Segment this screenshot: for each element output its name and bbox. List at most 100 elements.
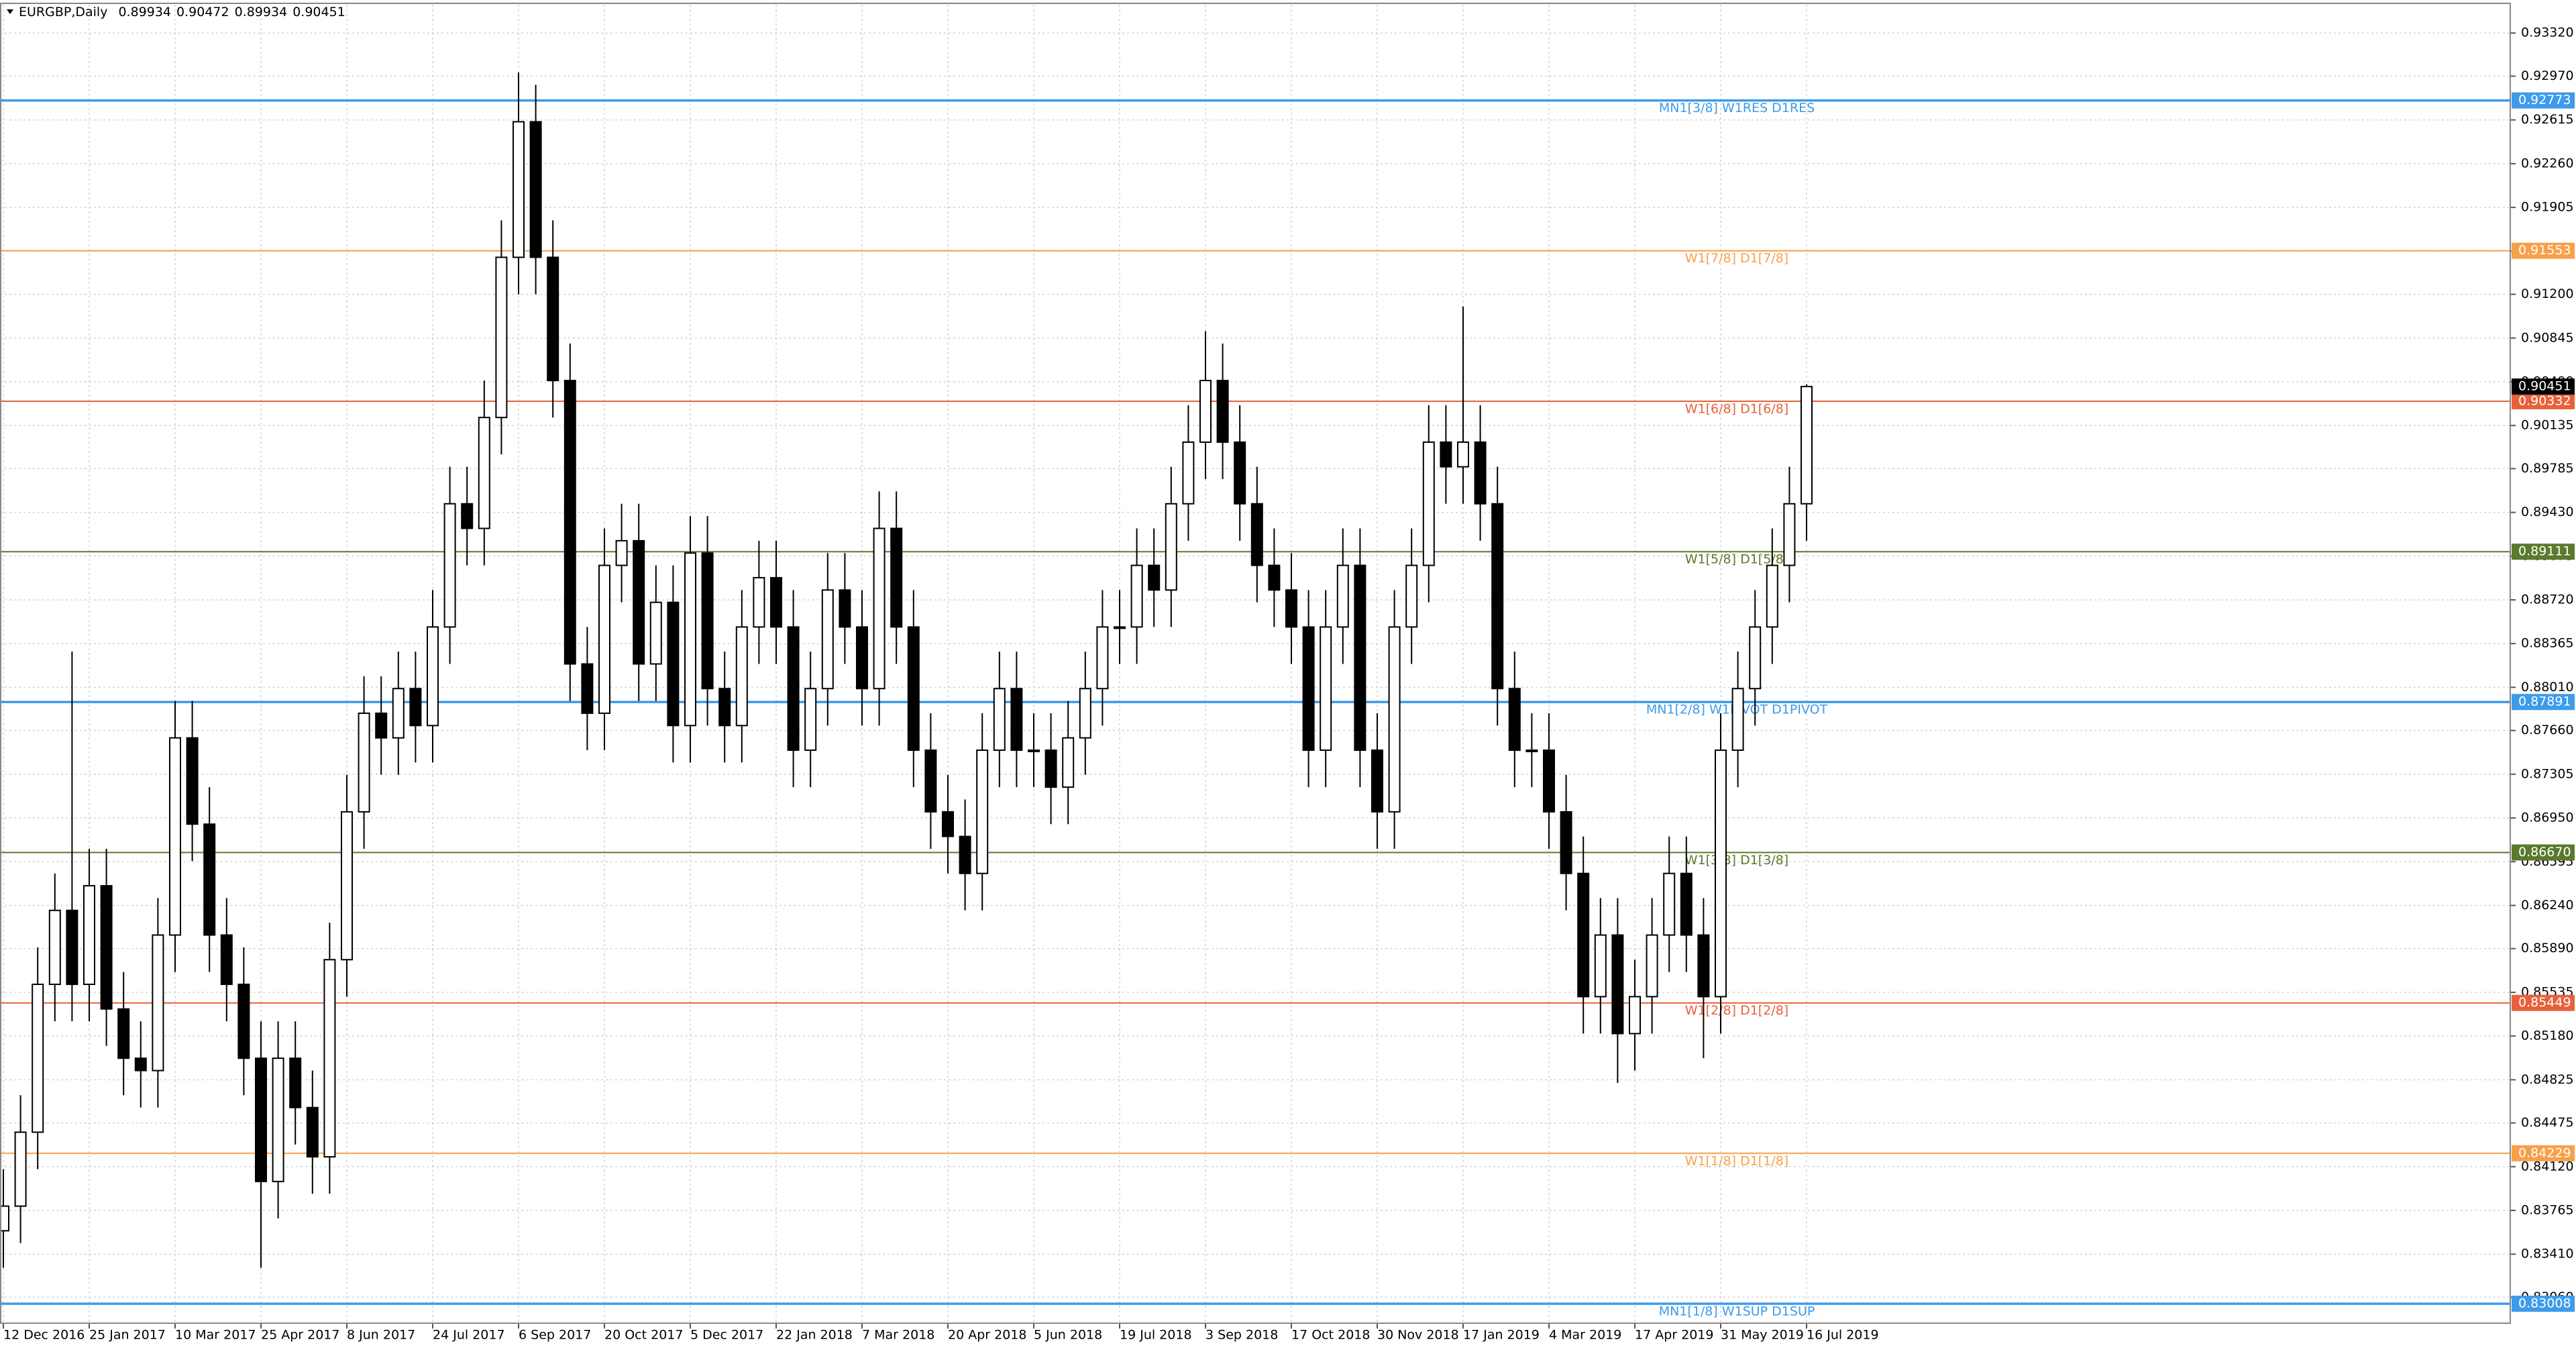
plot-frame	[0, 3, 2511, 1324]
x-tick-label: 31 May 2019	[1721, 1328, 1804, 1343]
candle-body	[392, 688, 405, 739]
candle-body	[753, 576, 765, 628]
candle-body	[633, 539, 645, 665]
candle-body	[890, 527, 903, 628]
candle-body	[1165, 503, 1177, 591]
candle-body	[461, 503, 474, 529]
candles	[0, 72, 1813, 1268]
candle-body	[718, 688, 731, 727]
candle-body	[1028, 749, 1040, 753]
candle-body	[272, 1057, 284, 1182]
candle-body	[529, 121, 542, 258]
candle-body	[1663, 872, 1676, 936]
candle-body	[976, 749, 989, 874]
candle-body	[598, 564, 610, 714]
y-tick-label: 0.89430	[2521, 505, 2574, 519]
candle-body	[1199, 380, 1212, 443]
candle-body	[649, 601, 662, 665]
x-tick-label: 17 Jan 2019	[1463, 1328, 1540, 1343]
candle-body	[1731, 688, 1744, 752]
level-price-label: 0.90332	[2518, 393, 2571, 408]
candle-body	[14, 1131, 27, 1207]
candle-body	[547, 256, 559, 382]
candle-body	[770, 576, 782, 628]
y-tick-label: 0.87660	[2521, 723, 2574, 737]
level-price-box	[2512, 694, 2575, 711]
level-price-label: 0.83008	[2518, 1296, 2571, 1310]
candle-body	[1543, 749, 1555, 813]
y-tick-label: 0.91200	[2521, 287, 2574, 301]
candle-body	[667, 601, 680, 727]
candle-body	[1130, 564, 1143, 628]
candle-body	[1697, 934, 1710, 998]
x-tick-label: 20 Apr 2018	[948, 1328, 1026, 1343]
candle-body	[924, 749, 937, 813]
candle-body	[856, 626, 868, 690]
candle-body	[117, 1008, 130, 1059]
y-tick-label: 0.84120	[2521, 1159, 2574, 1174]
menu-arrow[interactable]	[7, 9, 13, 14]
candle-body	[186, 737, 199, 825]
x-tick-label: 19 Jul 2018	[1120, 1328, 1192, 1343]
level-label: MN1[1/8] W1SUP D1SUP	[1659, 1304, 1815, 1318]
candle-body	[134, 1057, 147, 1072]
y-tick-label: 0.91905	[2521, 200, 2574, 215]
current-price-label: 0.90451	[2518, 379, 2571, 394]
candle-body	[1320, 626, 1332, 752]
y-tick-label: 0.87305	[2521, 766, 2574, 781]
y-tick-label: 0.83765	[2521, 1202, 2574, 1217]
level-price-label: 0.86670	[2518, 845, 2571, 860]
candle-body	[1801, 386, 1813, 505]
candle-body	[1749, 626, 1762, 690]
x-tick-label: 17 Apr 2019	[1635, 1328, 1713, 1343]
candle-body	[1336, 564, 1349, 628]
candle-body	[1062, 737, 1075, 788]
candle-body	[255, 1057, 267, 1182]
candle-body	[993, 688, 1006, 752]
candle-body	[478, 417, 490, 529]
level-price-box	[2512, 1145, 2575, 1161]
candle-body	[203, 823, 216, 936]
candle-body	[32, 983, 44, 1133]
level-price-box	[2512, 994, 2575, 1011]
current-price-box	[2512, 378, 2575, 395]
y-tick-label: 0.84825	[2521, 1072, 2574, 1087]
y-tick-label: 0.88720	[2521, 592, 2574, 607]
level-label: W1[7/8] D1[7/8]	[1685, 251, 1788, 266]
candle-body	[237, 983, 250, 1059]
level-price-box	[2512, 242, 2575, 259]
candle-body	[1422, 441, 1435, 566]
y-tick-label: 0.89785	[2521, 461, 2574, 476]
candle-body	[615, 539, 628, 566]
candle-body	[735, 626, 748, 727]
candle-body	[907, 626, 920, 752]
x-tick-label: 5 Jun 2018	[1034, 1328, 1102, 1343]
candle-body	[1594, 934, 1607, 998]
candle-body	[409, 688, 422, 727]
x-tick-label: 25 Jan 2017	[89, 1328, 166, 1343]
candle-body	[1371, 749, 1383, 813]
x-tick-label: 22 Jan 2018	[776, 1328, 853, 1343]
candle-body	[169, 737, 181, 936]
candle-body	[375, 712, 388, 739]
x-tick-label: 24 Jul 2017	[433, 1328, 505, 1343]
candle-body	[1457, 441, 1469, 468]
x-tick-label: 25 Apr 2017	[261, 1328, 339, 1343]
header-value: 0.90472	[176, 5, 229, 19]
candle-body	[427, 626, 439, 727]
candle-body	[220, 934, 233, 985]
level-price-label: 0.89111	[2518, 544, 2571, 559]
level-price-box	[2512, 1295, 2575, 1312]
candle-body	[1646, 934, 1658, 998]
candle-body	[564, 380, 576, 665]
candle-body	[1405, 564, 1418, 628]
y-tick-label: 0.85180	[2521, 1029, 2574, 1043]
header-value: 0.89934	[235, 5, 288, 19]
candle-body	[1766, 564, 1778, 628]
candle-body	[1440, 441, 1452, 468]
candle-body	[83, 885, 95, 985]
candle-body	[1491, 503, 1504, 690]
candle-body	[289, 1057, 302, 1108]
candle-body	[152, 934, 164, 1072]
candle-body	[701, 552, 714, 690]
